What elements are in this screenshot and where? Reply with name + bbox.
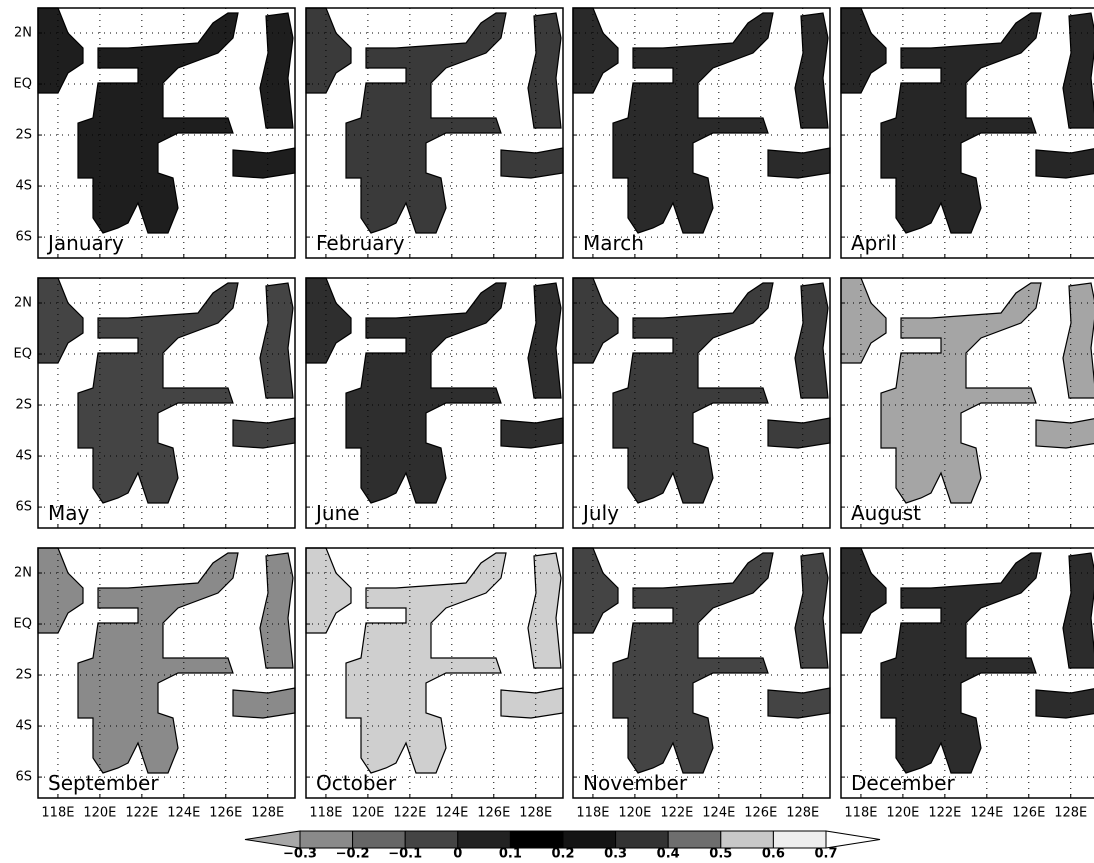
colorbar-label: 0.7 bbox=[814, 847, 837, 862]
month-label: April bbox=[851, 231, 897, 255]
colorbar-segment bbox=[509, 830, 564, 849]
month-label: December bbox=[851, 771, 955, 795]
x-tick-label: 126E bbox=[1012, 806, 1045, 821]
map-panel: March bbox=[572, 7, 831, 259]
map-panel: July bbox=[572, 277, 831, 529]
x-tick-label: 128E bbox=[251, 806, 284, 821]
y-tick-label: 6S bbox=[15, 500, 32, 515]
y-tick-label: 4S bbox=[15, 179, 32, 194]
colorbar-label: −0.1 bbox=[388, 847, 422, 862]
colorbar-over bbox=[825, 830, 881, 849]
month-label: May bbox=[48, 501, 90, 525]
month-label: February bbox=[316, 231, 405, 255]
colorbar-label: 0.4 bbox=[657, 847, 680, 862]
y-tick-label: 6S bbox=[15, 230, 32, 245]
map-panel: August bbox=[840, 277, 1094, 529]
map-panel: November bbox=[572, 547, 831, 799]
panel-frame bbox=[37, 547, 296, 799]
colorbar-segment bbox=[615, 830, 669, 849]
x-tick-label: 118E bbox=[844, 806, 877, 821]
x-tick-label: 118E bbox=[41, 806, 74, 821]
month-label: October bbox=[316, 771, 397, 795]
x-tick-label: 122E bbox=[660, 806, 693, 821]
colorbar-segment bbox=[299, 830, 354, 849]
month-label: July bbox=[581, 501, 619, 525]
colorbar-under bbox=[244, 830, 301, 849]
colorbar-label: 0.1 bbox=[499, 847, 522, 862]
panel-frame bbox=[305, 7, 564, 259]
x-tick-label: 120E bbox=[886, 806, 919, 821]
x-tick-label: 122E bbox=[393, 806, 426, 821]
y-tick-label: 6S bbox=[15, 770, 32, 785]
panel-frame bbox=[305, 547, 564, 799]
colorbar-label: −0.2 bbox=[336, 847, 370, 862]
colorbar-label: 0.2 bbox=[551, 847, 574, 862]
colorbar-label: 0.6 bbox=[762, 847, 785, 862]
colorbar-segment bbox=[457, 830, 511, 849]
y-tick-label: 2N bbox=[14, 26, 32, 41]
month-label: August bbox=[851, 501, 921, 525]
x-tick-label: 120E bbox=[618, 806, 651, 821]
x-tick-label: 122E bbox=[928, 806, 961, 821]
colorbar-label: 0 bbox=[453, 847, 462, 862]
y-tick-label: 4S bbox=[15, 449, 32, 464]
y-tick-label: EQ bbox=[14, 617, 32, 632]
x-tick-label: 124E bbox=[970, 806, 1003, 821]
map-panel: February bbox=[305, 7, 564, 259]
x-tick-label: 120E bbox=[83, 806, 116, 821]
y-tick-label: 4S bbox=[15, 719, 32, 734]
colorbar-label: 0.3 bbox=[604, 847, 627, 862]
y-tick-label: EQ bbox=[14, 77, 32, 92]
colorbar-label: −0.3 bbox=[283, 847, 317, 862]
colorbar-label: 0.5 bbox=[709, 847, 732, 862]
month-label: September bbox=[48, 771, 159, 795]
map-panel: January bbox=[37, 7, 296, 259]
panel-frame bbox=[37, 277, 296, 529]
map-panel: October bbox=[305, 547, 564, 799]
map-panel: May bbox=[37, 277, 296, 529]
x-tick-label: 126E bbox=[209, 806, 242, 821]
y-tick-label: 2N bbox=[14, 566, 32, 581]
x-tick-label: 118E bbox=[309, 806, 342, 821]
map-panel: April bbox=[840, 7, 1094, 259]
x-tick-label: 126E bbox=[477, 806, 510, 821]
panel-frame bbox=[840, 547, 1094, 799]
colorbar-segment bbox=[352, 830, 406, 849]
x-tick-label: 126E bbox=[744, 806, 777, 821]
map-panel: September bbox=[37, 547, 296, 799]
map-panel: December bbox=[840, 547, 1094, 799]
x-tick-label: 120E bbox=[351, 806, 384, 821]
y-tick-label: 2S bbox=[15, 128, 32, 143]
panel-frame bbox=[572, 7, 831, 259]
x-tick-label: 128E bbox=[519, 806, 552, 821]
x-tick-label: 128E bbox=[786, 806, 819, 821]
colorbar-segment bbox=[404, 830, 459, 849]
colorbar-segment bbox=[720, 830, 774, 849]
month-label: January bbox=[46, 231, 124, 255]
x-tick-label: 122E bbox=[125, 806, 158, 821]
y-tick-label: 2N bbox=[14, 296, 32, 311]
month-label: March bbox=[583, 231, 644, 255]
colorbar-segment bbox=[772, 830, 827, 849]
y-tick-label: 2S bbox=[15, 398, 32, 413]
panel-frame bbox=[572, 547, 831, 799]
panel-frame bbox=[840, 7, 1094, 259]
x-tick-label: 118E bbox=[576, 806, 609, 821]
colorbar-segment bbox=[667, 830, 722, 849]
y-tick-label: 2S bbox=[15, 668, 32, 683]
panel-frame bbox=[840, 277, 1094, 529]
colorbar-segment bbox=[562, 830, 617, 849]
panel-frame bbox=[305, 277, 564, 529]
x-tick-label: 124E bbox=[435, 806, 468, 821]
map-panel: June bbox=[305, 277, 564, 529]
x-tick-label: 124E bbox=[702, 806, 735, 821]
x-tick-label: 124E bbox=[167, 806, 200, 821]
y-tick-label: EQ bbox=[14, 347, 32, 362]
panel-frame bbox=[37, 7, 296, 259]
panel-frame bbox=[572, 277, 831, 529]
month-label: June bbox=[314, 501, 360, 525]
x-tick-label: 128E bbox=[1054, 806, 1087, 821]
month-label: November bbox=[583, 771, 688, 795]
